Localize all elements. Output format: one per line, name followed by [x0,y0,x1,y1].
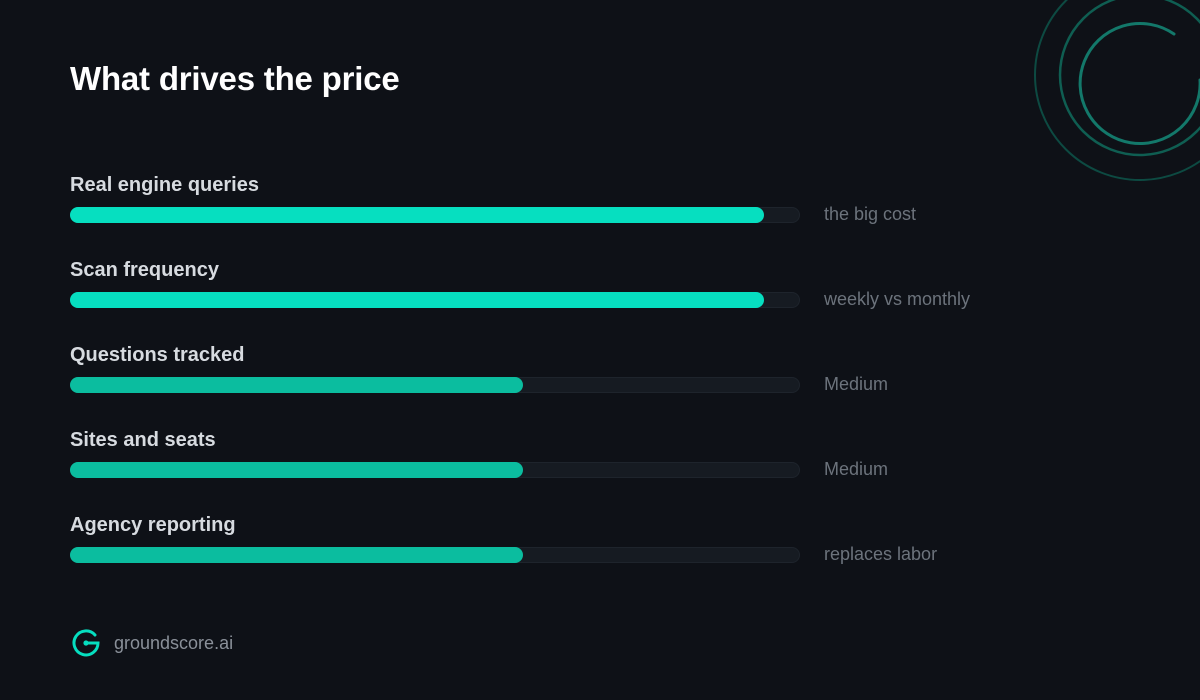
price-driver-chart: Real engine queries the big cost Scan freq… [70,172,1070,597]
bar-label: Questions tracked [70,344,245,366]
decorative-rings-icon [1034,0,1200,181]
bar-fill [70,377,523,393]
bar-fill [70,207,764,223]
bar-row: Real engine queries the big cost [70,172,1070,257]
groundscore-logo-icon [72,629,100,657]
bar-annotation: Medium [824,459,889,479]
bar-annotation: replaces labor [824,544,938,564]
page-title: What drives the price [70,60,400,97]
bar-track [70,207,800,223]
bar-label: Scan frequency [70,259,219,281]
bar-annotation: the big cost [824,204,917,224]
bar-annotation: weekly vs monthly [824,289,971,309]
bar-label: Real engine queries [70,174,259,196]
bar-track [70,292,800,308]
bar-label: Agency reporting [70,514,236,536]
bar-label: Sites and seats [70,429,216,451]
brand-name: groundscore.ai [114,632,234,653]
bar-row: Questions tracked Medium [70,342,1070,427]
bar-track [70,462,800,478]
bar-track [70,547,800,563]
bar-fill [70,462,523,478]
bar-fill [70,292,764,308]
bar-row: Agency reporting replaces labor [70,512,1070,597]
bar-track [70,377,800,393]
bar-row: Scan frequency weekly vs monthly [70,257,1070,342]
bar-row: Sites and seats Medium [70,427,1070,512]
bar-annotation: Medium [824,374,889,394]
bar-fill [70,547,523,563]
brand: groundscore.ai [70,627,233,659]
